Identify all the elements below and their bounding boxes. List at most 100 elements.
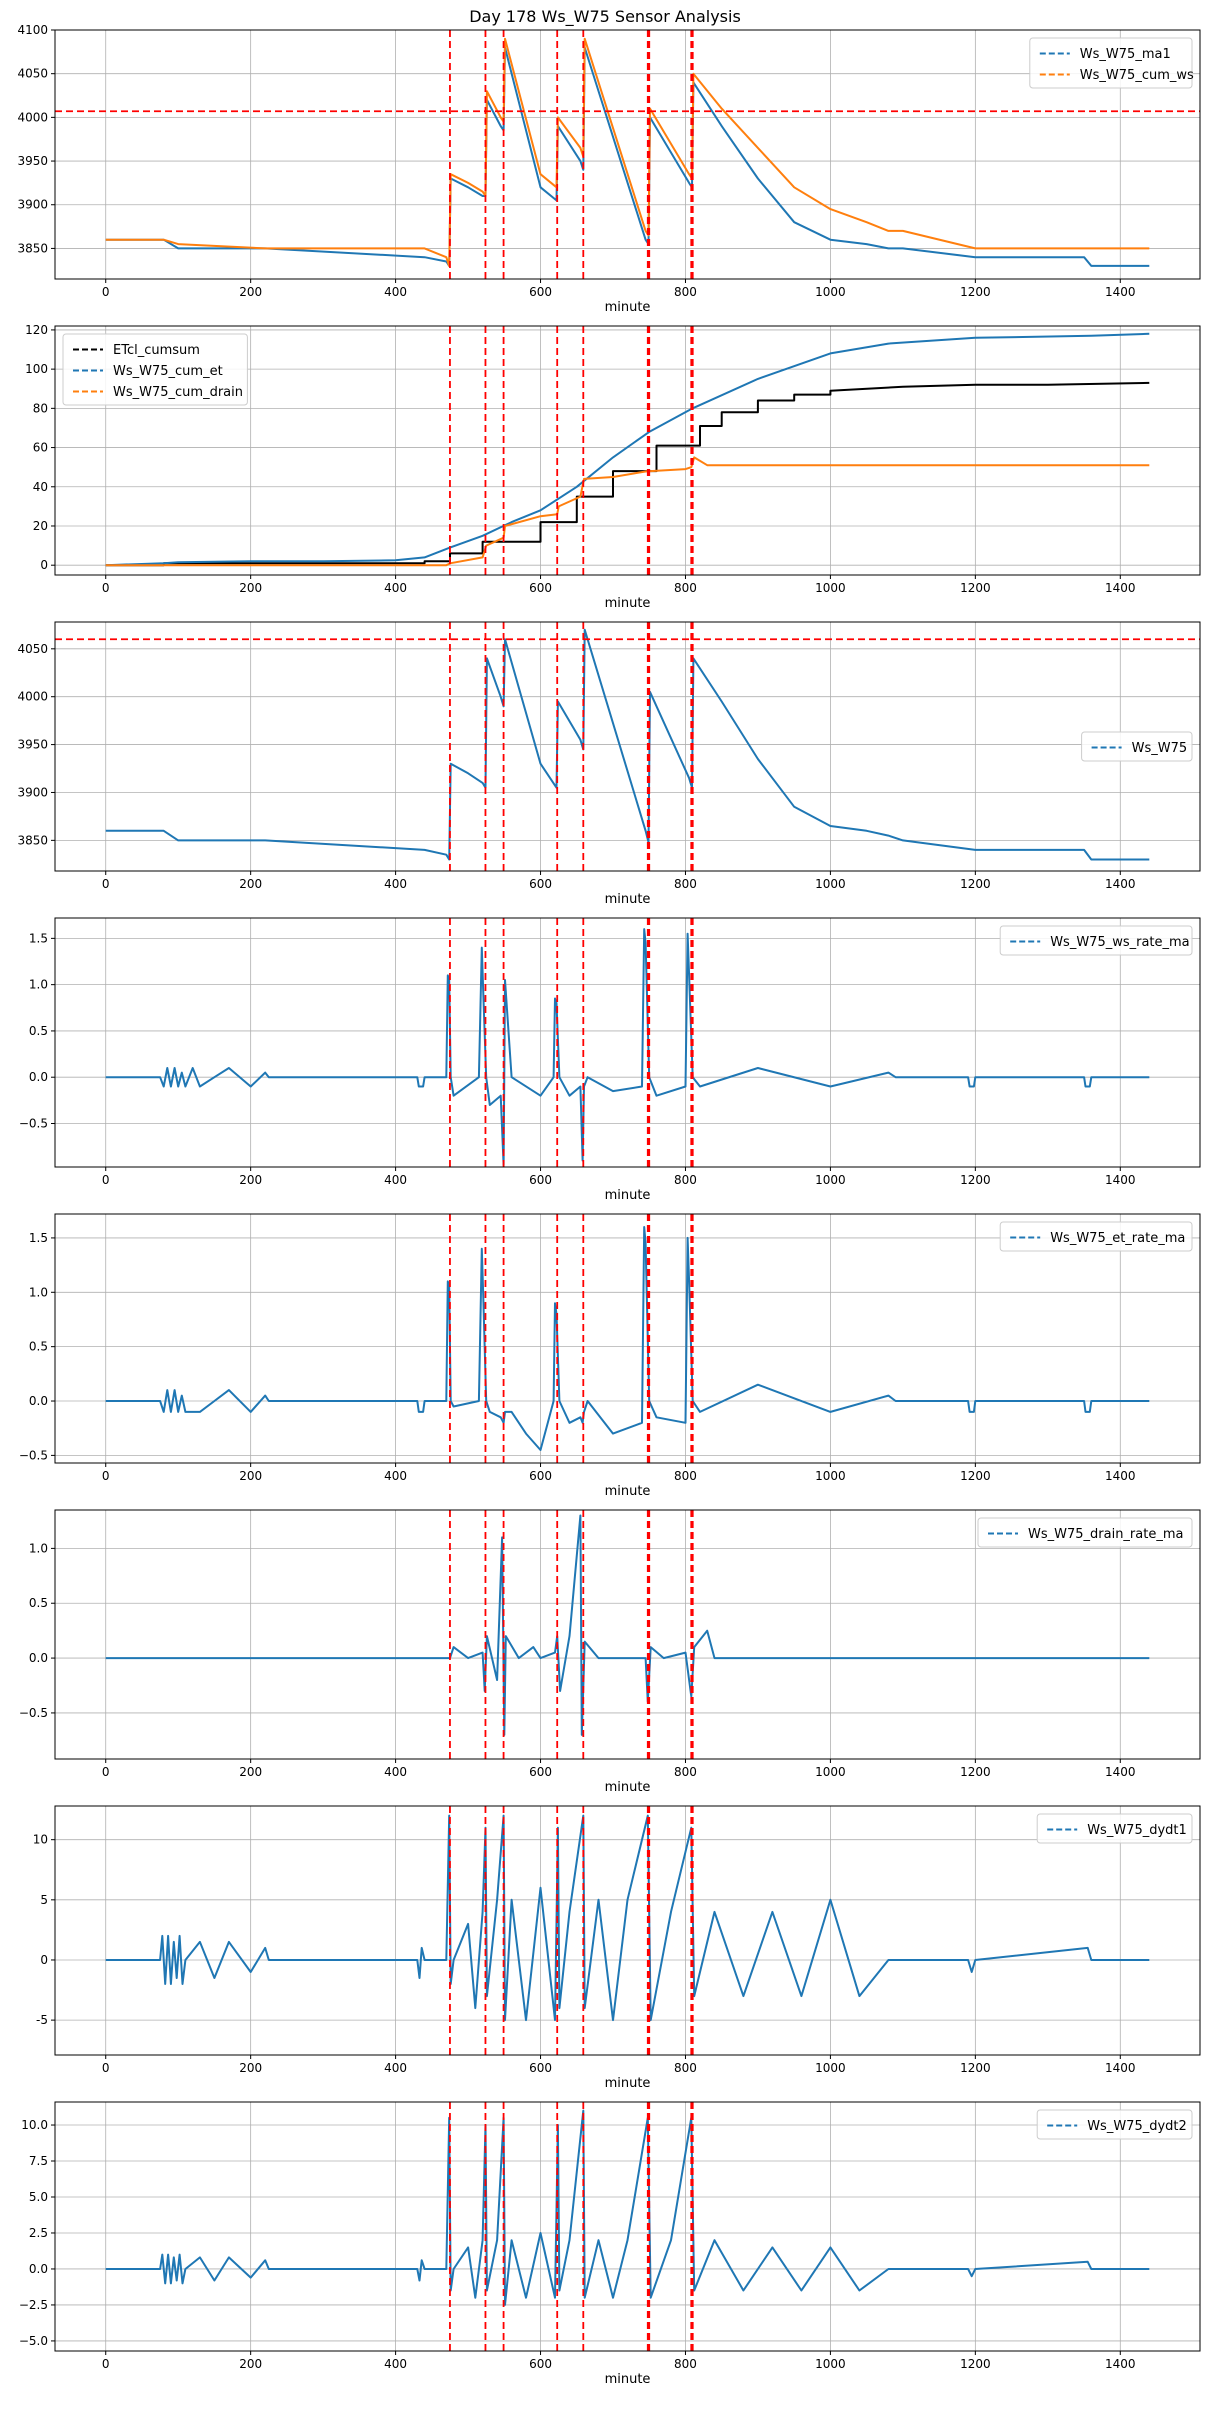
y-tick-label: 0.0: [29, 1394, 48, 1408]
y-tick-label: 3850: [17, 241, 48, 255]
x-tick-label: 800: [674, 1765, 697, 1779]
legend-label: Ws_W75_cum_et: [113, 364, 223, 379]
x-tick-label: 400: [384, 877, 407, 891]
series-line-Ws_W75_dydt2: [105, 2109, 1150, 2306]
y-tick-label: 10.0: [21, 2118, 48, 2132]
event-lines: [449, 2102, 694, 2351]
x-tick-label: 600: [529, 1765, 552, 1779]
x-tick-label: 1000: [815, 581, 846, 595]
legend-label: Ws_W75_et_rate_ma: [1050, 1231, 1185, 1246]
x-tick-label: 400: [384, 2357, 407, 2371]
x-tick-label: 0: [102, 1469, 110, 1483]
legend-box: [999, 925, 1193, 956]
y-tick-label: 4050: [17, 67, 48, 81]
x-tick-label: 1400: [1105, 877, 1136, 891]
legend-box: [1029, 37, 1193, 89]
legend-label: ETcl_cumsum: [113, 343, 200, 358]
y-tick-label: 3950: [17, 154, 48, 168]
y-tick-label: 0.5: [29, 1340, 48, 1354]
y-tick-label: 0.5: [29, 1024, 48, 1038]
event-lines: [449, 918, 694, 1167]
x-tick-label: 200: [239, 285, 262, 299]
y-tick-label: 5: [40, 1893, 48, 1907]
y-tick-label: 0.0: [29, 1070, 48, 1084]
legend-box: [999, 1221, 1193, 1252]
x-tick-label: 1200: [960, 877, 991, 891]
x-tick-label: 1400: [1105, 1469, 1136, 1483]
axes-frame: [54, 325, 1201, 576]
x-axis-label: minute: [605, 300, 651, 315]
subplot-4: 0 200 400 600 800 1000 1200 1400 −0.5 0.0 0.5 1.0 1.…: [19, 917, 1201, 1203]
series-line-Ws_W75_cum_drain: [105, 456, 1150, 567]
legend: Ws_W75_ws_rate_ma: [999, 925, 1193, 956]
y-tick-label: −2.5: [19, 2298, 48, 2312]
y-tick-label: 0: [40, 1953, 48, 1967]
y-tick-label: 3900: [17, 785, 48, 799]
x-axis-label: minute: [605, 1780, 651, 1795]
series-line-Ws_W75_drain_rate_ma: [105, 1514, 1150, 1736]
x-tick-label: 1400: [1105, 2357, 1136, 2371]
event-lines: [449, 1214, 694, 1463]
y-tick-label: 60: [33, 441, 48, 455]
plot-area: [55, 622, 1200, 871]
x-tick-label: 1200: [960, 1469, 991, 1483]
grid: [55, 622, 1200, 871]
event-lines: [449, 622, 694, 871]
subplot-2: 0 200 400 600 800 1000 1200 1400 0 20 40 60 80 100 120…: [25, 323, 1201, 611]
y-tick-label: 10: [33, 1833, 48, 1847]
y-tick-label: 3950: [17, 738, 48, 752]
x-tick-label: 600: [529, 2061, 552, 2075]
axes-frame: [54, 917, 1201, 1168]
y-tick-label: −0.5: [19, 1116, 48, 1130]
x-axis-label: minute: [605, 2076, 651, 2091]
x-tick-label: 200: [239, 1469, 262, 1483]
x-tick-label: 400: [384, 2061, 407, 2075]
legend: ETcl_cumsum Ws_W75_cum_et Ws_W75_cum_drain: [62, 333, 248, 406]
y-tick-label: 40: [33, 480, 48, 494]
x-tick-label: 1200: [960, 1765, 991, 1779]
series-line-Ws_W75_cum_et: [105, 332, 1150, 567]
x-tick-label: 800: [674, 1469, 697, 1483]
plot-area: [105, 1214, 1150, 1463]
x-tick-label: 0: [102, 1765, 110, 1779]
x-tick-label: 1000: [815, 2061, 846, 2075]
y-tick-label: 4000: [17, 690, 48, 704]
legend: Ws_W75_et_rate_ma: [999, 1221, 1193, 1252]
x-tick-label: 1400: [1105, 1765, 1136, 1779]
y-tick-label: 4050: [17, 642, 48, 656]
x-tick-label: 1200: [960, 2357, 991, 2371]
axes-frame: [54, 1213, 1201, 1464]
x-tick-label: 1000: [815, 1173, 846, 1187]
grid: [55, 2102, 1200, 2351]
x-tick-label: 200: [239, 1173, 262, 1187]
x-tick-label: 600: [529, 1173, 552, 1187]
plot-area: [105, 2102, 1150, 2351]
x-tick-label: 600: [529, 581, 552, 595]
x-tick-label: 1400: [1105, 581, 1136, 595]
legend: Ws_W75: [1081, 731, 1193, 762]
subplot-5: 0 200 400 600 800 1000 1200 1400 −0.5 0.0 0.5 1.0 1.…: [19, 1213, 1201, 1499]
x-tick-label: 400: [384, 581, 407, 595]
y-tick-label: 4100: [17, 23, 48, 37]
legend-box: [1036, 1813, 1193, 1844]
y-tick-label: −5.0: [19, 2334, 48, 2348]
x-tick-label: 200: [239, 877, 262, 891]
x-tick-label: 0: [102, 2357, 110, 2371]
axes-frame: [54, 1805, 1201, 2056]
x-tick-label: 800: [674, 2061, 697, 2075]
y-tick-label: 0.0: [29, 1651, 48, 1665]
legend-label: Ws_W75_drain_rate_ma: [1028, 1527, 1183, 1542]
event-lines: [449, 1510, 694, 1759]
x-tick-label: 400: [384, 1469, 407, 1483]
x-axis-label: minute: [605, 1188, 651, 1203]
plot-area: [105, 918, 1150, 1167]
x-tick-label: 0: [102, 285, 110, 299]
x-tick-label: 1200: [960, 2061, 991, 2075]
x-tick-label: 800: [674, 2357, 697, 2371]
legend: Ws_W75_drain_rate_ma: [977, 1517, 1193, 1548]
x-tick-label: 200: [239, 2357, 262, 2371]
subplot-1: 0 200 400 600 800 1000 1200 1400 3850 3900 3950 400…: [17, 23, 1201, 315]
y-tick-label: 1.5: [29, 931, 48, 945]
axes-frame: [54, 2101, 1201, 2352]
axes-frame: [54, 621, 1201, 872]
